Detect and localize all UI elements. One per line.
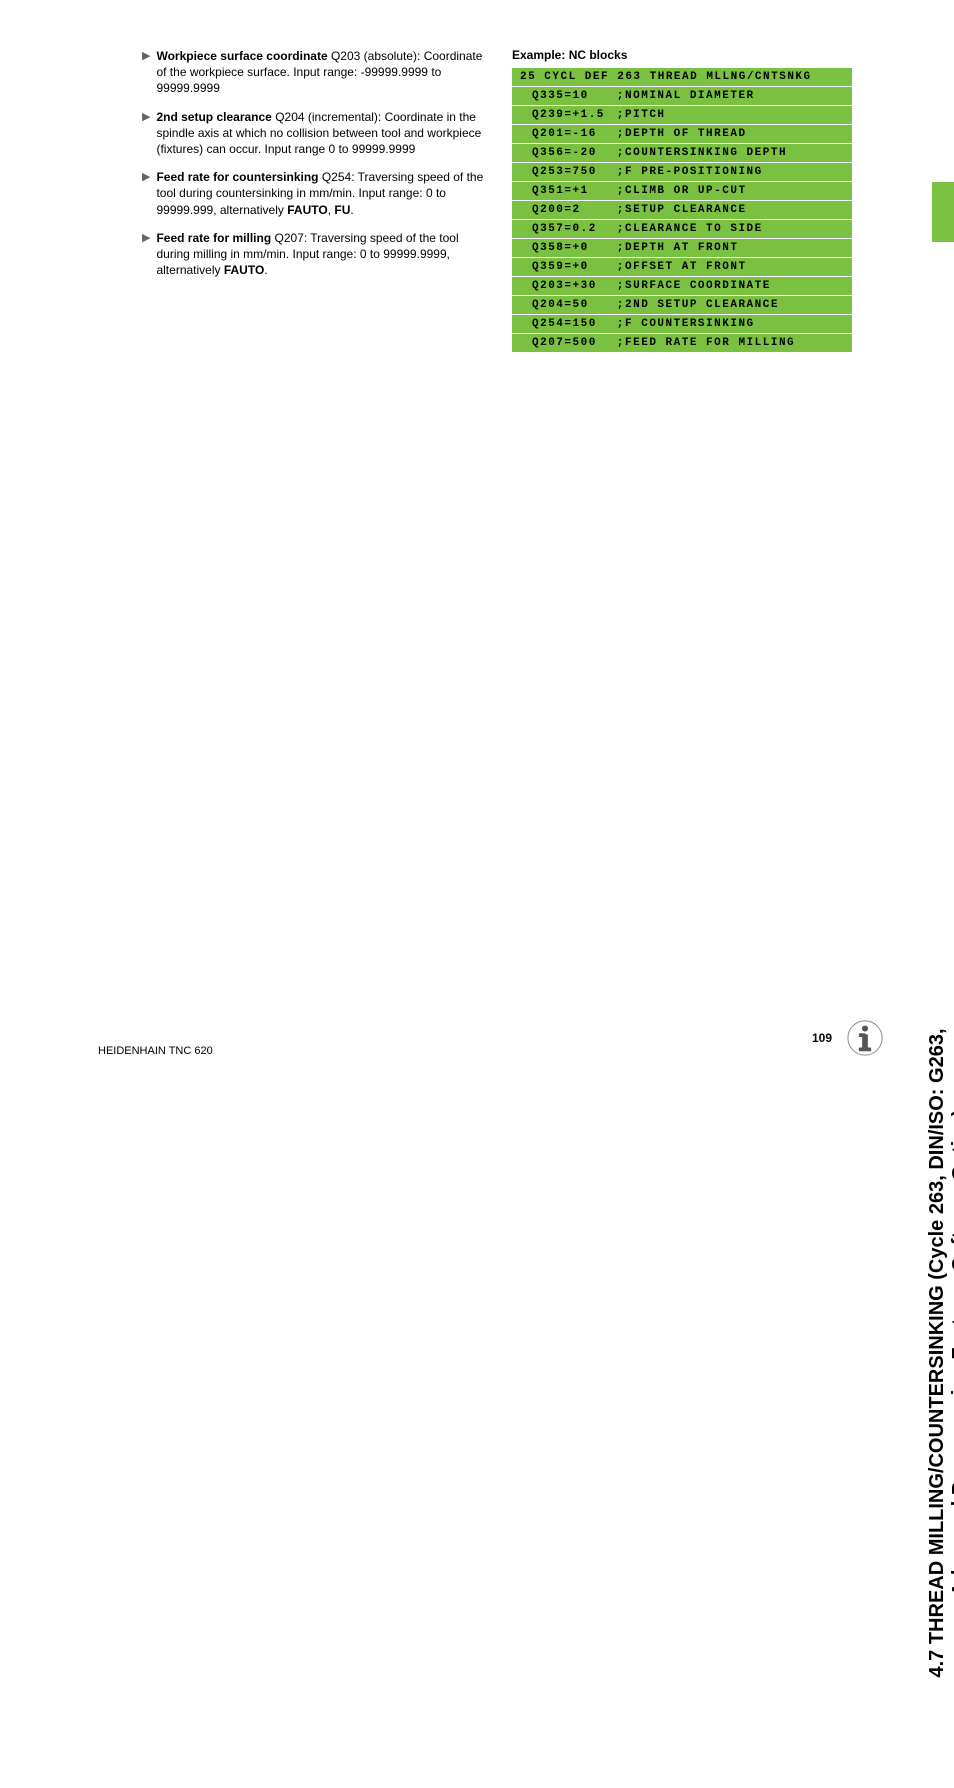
nc-comment: ;F COUNTERSINKING [611, 315, 852, 334]
nc-code: Q253=750 [512, 163, 611, 182]
nc-blocks-table: 25 CYCL DEF 263 THREAD MLLNG/CNTSNKGQ335… [512, 68, 852, 353]
nc-row: Q357=0.2;CLEARANCE TO SIDE [512, 220, 852, 239]
nc-row: Q203=+30;SURFACE COORDINATE [512, 277, 852, 296]
side-section-title: 4.7 THREAD MILLING/COUNTERSINKING (Cycle… [926, 918, 954, 1788]
section-marker-stub [932, 182, 954, 242]
nc-code: Q356=-20 [512, 144, 611, 163]
nc-row: Q359=+0;OFFSET AT FRONT [512, 258, 852, 277]
nc-comment: ;2ND SETUP CLEARANCE [611, 296, 852, 315]
triangle-bullet-icon: ▶ [142, 170, 150, 218]
example-heading: Example: NC blocks [512, 48, 852, 62]
nc-code: Q358=+0 [512, 239, 611, 258]
nc-code: Q200=2 [512, 201, 611, 220]
parameter-item: ▶Feed rate for milling Q207: Traversing … [142, 230, 492, 279]
parameter-item: ▶Workpiece surface coordinate Q203 (abso… [142, 48, 492, 97]
info-icon [846, 1019, 884, 1057]
parameter-text: 2nd setup clearance Q204 (incremental): … [156, 109, 492, 158]
nc-comment: ;SURFACE COORDINATE [611, 277, 852, 296]
parameter-list: ▶Workpiece surface coordinate Q203 (abso… [142, 48, 512, 353]
nc-code: Q359=+0 [512, 258, 611, 277]
page: ▶Workpiece surface coordinate Q203 (abso… [0, 0, 954, 1091]
nc-row: Q335=10;NOMINAL DIAMETER [512, 87, 852, 106]
nc-comment: ;FEED RATE FOR MILLING [611, 334, 852, 353]
nc-row: Q358=+0;DEPTH AT FRONT [512, 239, 852, 258]
nc-header-cell: 25 CYCL DEF 263 THREAD MLLNG/CNTSNKG [512, 68, 852, 87]
content-area: ▶Workpiece surface coordinate Q203 (abso… [0, 48, 954, 353]
parameter-text: Feed rate for milling Q207: Traversing s… [156, 230, 492, 279]
page-number: 109 [812, 1031, 832, 1045]
parameter-text: Feed rate for countersinking Q254: Trave… [156, 169, 492, 218]
nc-code: Q351=+1 [512, 182, 611, 201]
nc-row: Q351=+1;CLIMB OR UP-CUT [512, 182, 852, 201]
nc-row: Q201=-16;DEPTH OF THREAD [512, 125, 852, 144]
nc-row: Q239=+1.5;PITCH [512, 106, 852, 125]
nc-comment: ;COUNTERSINKING DEPTH [611, 144, 852, 163]
nc-code: Q335=10 [512, 87, 611, 106]
example-column: Example: NC blocks 25 CYCL DEF 263 THREA… [512, 48, 852, 353]
nc-code: Q207=500 [512, 334, 611, 353]
nc-comment: ;OFFSET AT FRONT [611, 258, 852, 277]
parameter-item: ▶Feed rate for countersinking Q254: Trav… [142, 169, 492, 218]
nc-code: Q254=150 [512, 315, 611, 334]
nc-code: Q204=50 [512, 296, 611, 315]
nc-row: Q253=750;F PRE-POSITIONING [512, 163, 852, 182]
nc-row: Q254=150;F COUNTERSINKING [512, 315, 852, 334]
nc-code: Q201=-16 [512, 125, 611, 144]
nc-comment: ;CLIMB OR UP-CUT [611, 182, 852, 201]
nc-code: Q357=0.2 [512, 220, 611, 239]
nc-comment: ;SETUP CLEARANCE [611, 201, 852, 220]
nc-comment: ;CLEARANCE TO SIDE [611, 220, 852, 239]
nc-row: Q356=-20;COUNTERSINKING DEPTH [512, 144, 852, 163]
triangle-bullet-icon: ▶ [142, 110, 150, 158]
nc-code: Q239=+1.5 [512, 106, 611, 125]
page-footer: HEIDENHAIN TNC 620 109 [98, 1019, 884, 1057]
footer-right: 109 [812, 1019, 884, 1057]
parameter-text: Workpiece surface coordinate Q203 (absol… [156, 48, 492, 97]
nc-header-row: 25 CYCL DEF 263 THREAD MLLNG/CNTSNKG [512, 68, 852, 87]
parameter-item: ▶2nd setup clearance Q204 (incremental):… [142, 109, 492, 158]
nc-comment: ;DEPTH AT FRONT [611, 239, 852, 258]
triangle-bullet-icon: ▶ [142, 49, 150, 97]
footer-product: HEIDENHAIN TNC 620 [98, 1045, 213, 1057]
nc-row: Q204=50;2ND SETUP CLEARANCE [512, 296, 852, 315]
triangle-bullet-icon: ▶ [142, 231, 150, 279]
nc-comment: ;DEPTH OF THREAD [611, 125, 852, 144]
nc-comment: ;PITCH [611, 106, 852, 125]
nc-row: Q207=500;FEED RATE FOR MILLING [512, 334, 852, 353]
nc-code: Q203=+30 [512, 277, 611, 296]
nc-comment: ;NOMINAL DIAMETER [611, 87, 852, 106]
nc-row: Q200=2;SETUP CLEARANCE [512, 201, 852, 220]
side-section-tab: 4.7 THREAD MILLING/COUNTERSINKING (Cycle… [876, 48, 926, 918]
nc-comment: ;F PRE-POSITIONING [611, 163, 852, 182]
